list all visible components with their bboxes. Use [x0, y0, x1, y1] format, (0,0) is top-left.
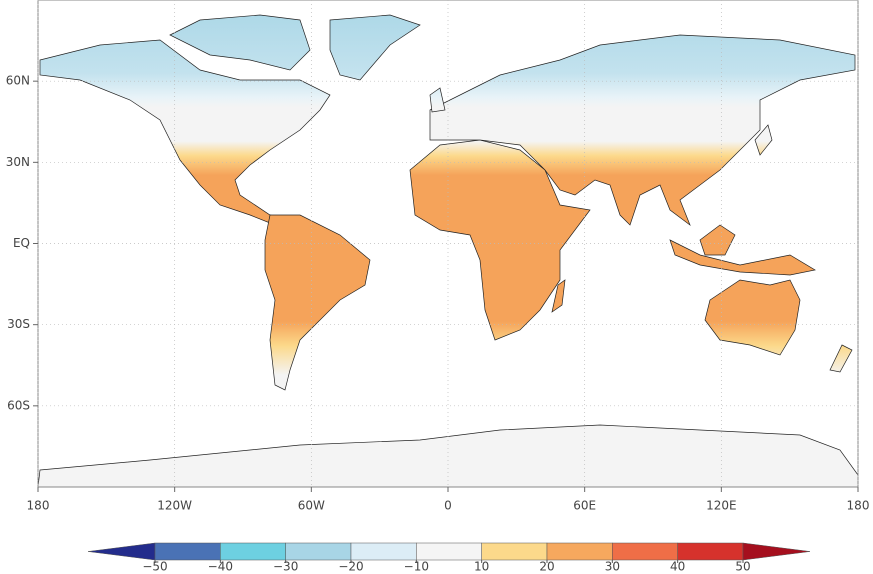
x-tick-label: 0	[444, 499, 452, 513]
arctic-islands	[169, 14, 311, 71]
x-tick-label: 120W	[157, 499, 192, 513]
north-america	[39, 39, 331, 226]
colorbar-segment	[154, 542, 221, 561]
colorbar-extension	[87, 542, 156, 561]
x-tick-label: 60E	[573, 499, 596, 513]
colorbar-label: 20	[539, 560, 554, 574]
colorbar-label: −30	[273, 560, 298, 574]
y-tick-label: 30N	[6, 155, 30, 169]
new-zealand	[829, 344, 853, 373]
colorbar-label: −40	[208, 560, 233, 574]
south-america	[264, 214, 371, 391]
colorbar-label: −20	[338, 560, 363, 574]
colorbar-segment	[677, 542, 744, 561]
colorbar-segment	[285, 542, 352, 561]
africa	[409, 139, 591, 341]
colorbar-segment	[546, 542, 613, 561]
borneo	[699, 224, 736, 256]
colorbar-label: −50	[142, 560, 167, 574]
colorbar-extension	[742, 542, 811, 561]
colorbar-segment	[220, 542, 286, 561]
eurasia	[429, 34, 856, 227]
australia	[704, 279, 801, 356]
colorbar-segment	[416, 542, 482, 561]
colorbar-segment	[481, 542, 548, 561]
x-tick-label: 60W	[298, 499, 325, 513]
colorbar-label: −10	[404, 560, 429, 574]
colorbar-segment	[612, 542, 678, 561]
colorbar-label: 40	[670, 560, 685, 574]
colorbar-label: 10	[474, 560, 489, 574]
greenland	[329, 14, 421, 81]
x-tick-label: 120E	[706, 499, 737, 513]
madagascar	[551, 279, 566, 313]
y-tick-label: 60S	[7, 398, 30, 412]
indonesia	[669, 239, 816, 276]
colorbar-segment	[350, 542, 417, 561]
x-tick-label: 180	[847, 499, 870, 513]
y-tick-label: 60N	[6, 74, 30, 88]
colorbar-label: 50	[735, 560, 750, 574]
colorbar-label: 30	[605, 560, 620, 574]
y-tick-label: 30S	[7, 317, 30, 331]
britain	[429, 87, 446, 113]
x-tick-label: 180	[27, 499, 50, 513]
japan	[754, 124, 773, 156]
y-tick-label: EQ	[13, 236, 30, 250]
